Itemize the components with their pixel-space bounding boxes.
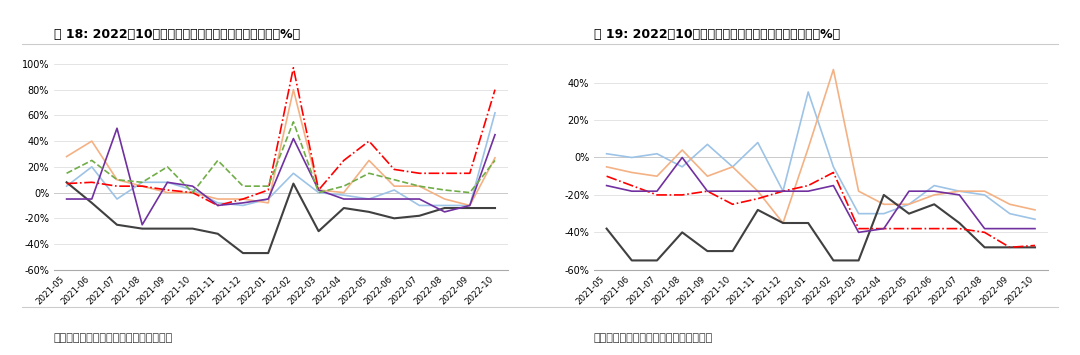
Legend: 老板, 方太, 美的, 华帝, 海尔, 苏泊尔: 老板, 方太, 美的, 华帝, 海尔, 苏泊尔 bbox=[134, 353, 428, 355]
Legend: 老板, 方太, 美的, 华帝, 海尔: 老板, 方太, 美的, 华帝, 海尔 bbox=[701, 353, 941, 355]
Text: 图 19: 2022年10月油烟机线下销额继续呈现下滑态势（%）: 图 19: 2022年10月油烟机线下销额继续呈现下滑态势（%） bbox=[594, 28, 840, 41]
Text: 数据来源：奥维云网、国泰君安证券研究: 数据来源：奥维云网、国泰君安证券研究 bbox=[594, 333, 713, 343]
Text: 图 18: 2022年10月老板油烟机线上销额同比回升亮眼（%）: 图 18: 2022年10月老板油烟机线上销额同比回升亮眼（%） bbox=[54, 28, 300, 41]
Text: 数据来源：奥维云网、国泰君安证券研究: 数据来源：奥维云网、国泰君安证券研究 bbox=[54, 333, 173, 343]
